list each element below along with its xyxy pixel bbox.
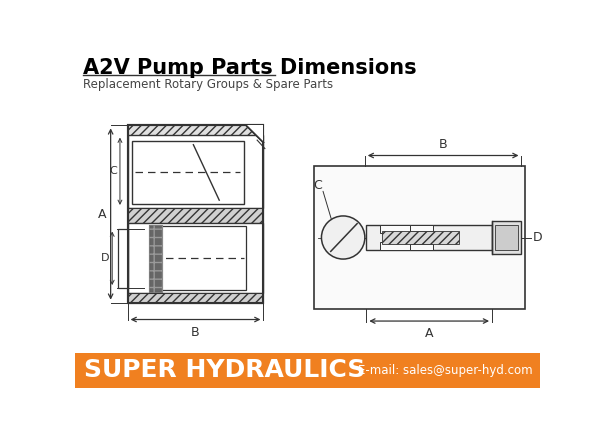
- Bar: [410, 225, 433, 232]
- Bar: [410, 244, 433, 250]
- Text: B: B: [191, 327, 200, 340]
- Polygon shape: [246, 126, 263, 143]
- Bar: [492, 221, 521, 255]
- Bar: [151, 226, 246, 290]
- Text: C: C: [313, 179, 322, 192]
- Bar: [128, 135, 263, 208]
- Text: SUPER HYDRAULICS: SUPER HYDRAULICS: [84, 358, 365, 382]
- Text: A: A: [425, 327, 433, 340]
- Bar: [118, 228, 128, 288]
- Text: D: D: [532, 231, 542, 244]
- Bar: [128, 126, 263, 303]
- Bar: [131, 141, 244, 204]
- Bar: [128, 223, 263, 293]
- Text: A2V Pump Parts Dimensions: A2V Pump Parts Dimensions: [83, 58, 416, 78]
- Bar: [380, 242, 410, 250]
- Text: A: A: [97, 208, 106, 221]
- Bar: [495, 225, 518, 250]
- Text: C: C: [109, 166, 117, 176]
- Text: E-mail: sales@super-hyd.com: E-mail: sales@super-hyd.com: [358, 364, 533, 377]
- Bar: [382, 232, 460, 244]
- Bar: [314, 166, 524, 309]
- Bar: [128, 208, 263, 223]
- Bar: [367, 225, 492, 250]
- Text: D: D: [101, 253, 109, 263]
- Bar: [380, 225, 410, 233]
- Bar: [149, 225, 162, 292]
- Bar: [128, 293, 263, 303]
- Text: B: B: [439, 138, 448, 151]
- Bar: [149, 225, 162, 292]
- Polygon shape: [246, 126, 263, 143]
- Circle shape: [322, 216, 365, 259]
- Bar: [75, 353, 540, 388]
- Text: Replacement Rotary Groups & Spare Parts: Replacement Rotary Groups & Spare Parts: [83, 78, 333, 91]
- Bar: [128, 126, 263, 303]
